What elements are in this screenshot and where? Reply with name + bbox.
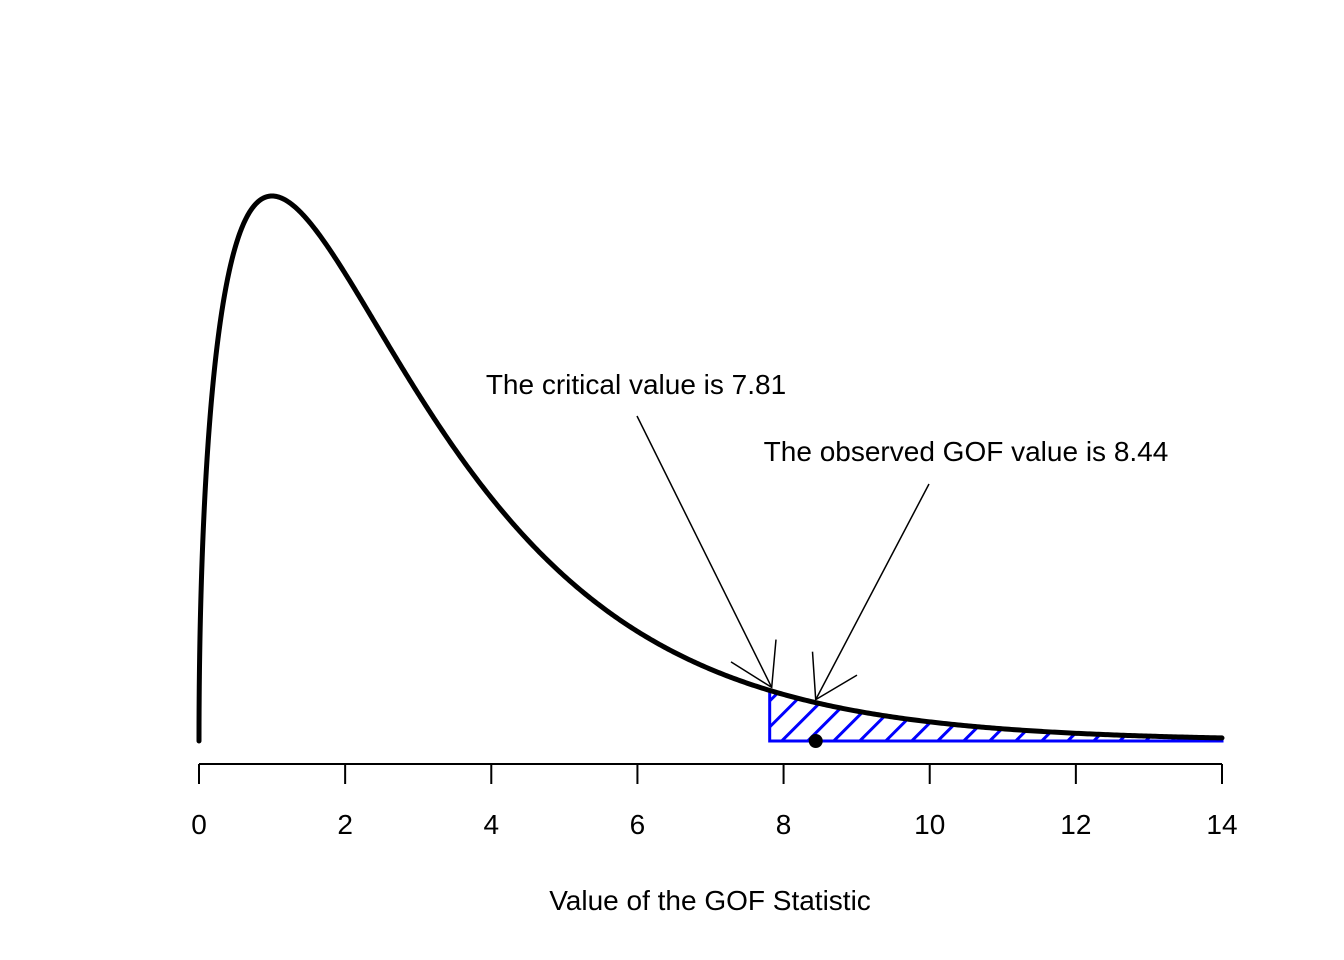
- hatch-line: [1220, 690, 1222, 741]
- hatch-line: [934, 690, 995, 741]
- x-tick-label: 0: [191, 809, 207, 840]
- annotation-critical-value: The critical value is 7.81: [486, 369, 786, 689]
- hatch-line: [882, 690, 943, 741]
- x-tick-label: 10: [914, 809, 945, 840]
- hatch-line: [960, 690, 1021, 741]
- hatch-line: [769, 690, 787, 741]
- hatch-line: [908, 690, 969, 741]
- annotation-critical-arrow: [636, 415, 773, 688]
- x-axis: 0 2 4 6 8 10 12 14: [191, 763, 1238, 840]
- annotation-observed-text: The observed GOF value is 8.44: [764, 436, 1169, 467]
- annotation-critical-arrowhead: [730, 639, 777, 689]
- hatch-line: [676, 685, 734, 743]
- x-axis-title: Value of the GOF Statistic: [549, 885, 871, 916]
- hatch-line: [650, 685, 708, 743]
- x-tick-label: 12: [1060, 809, 1091, 840]
- density-curve: [196, 193, 1225, 744]
- hatch-pattern: [650, 685, 1222, 743]
- hatch-line: [986, 690, 1047, 741]
- observed-value-point: [808, 734, 823, 748]
- annotation-observed-arrowhead: [811, 651, 858, 701]
- x-tick-label: 4: [483, 809, 499, 840]
- hatch-line: [702, 685, 760, 743]
- hatch-line: [1168, 690, 1222, 741]
- x-tick-label: 14: [1206, 809, 1237, 840]
- hatch-line: [1194, 690, 1222, 741]
- x-tick-label: 6: [630, 809, 646, 840]
- x-tick-label: 2: [337, 809, 353, 840]
- x-axis-ticks: 0 2 4 6 8 10 12 14: [191, 764, 1238, 840]
- rejection-region-shading: [650, 685, 1224, 743]
- annotation-observed-arrow: [815, 483, 930, 700]
- x-tick-label: 8: [776, 809, 792, 840]
- annotation-critical-text: The critical value is 7.81: [486, 369, 786, 400]
- annotation-observed-value: The observed GOF value is 8.44: [764, 436, 1169, 701]
